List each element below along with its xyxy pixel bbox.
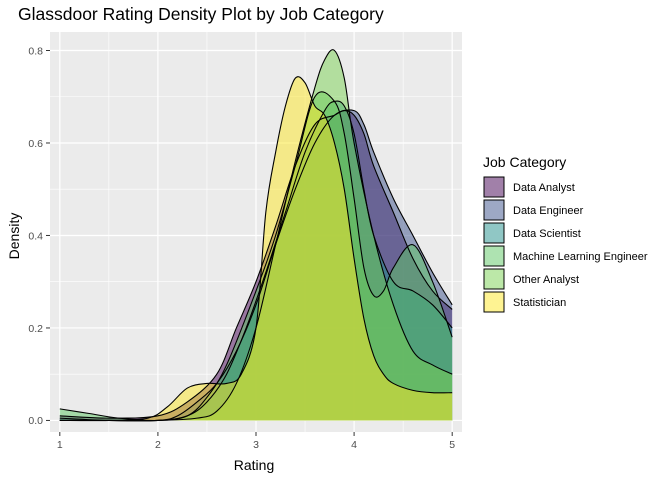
density-line-data-engineer <box>59 109 453 422</box>
x-tick-label: 4 <box>351 439 357 451</box>
legend: Job Category Data Analyst Data Engineer Da… <box>483 154 648 313</box>
y-axis-title: Density <box>6 213 22 260</box>
y-tick-label: 0.6 <box>28 138 43 150</box>
y-tick-label: 0.8 <box>28 45 43 57</box>
legend-swatch-data-analyst <box>483 176 505 198</box>
chart-title: Glassdoor Rating Density Plot by Job Cat… <box>18 4 384 24</box>
density-lines <box>59 49 453 422</box>
density-line-other-analyst <box>59 49 453 422</box>
density-areas <box>59 49 453 421</box>
x-tick-label: 5 <box>449 439 455 451</box>
y-axis: 0.0 0.2 0.4 0.6 0.8 <box>28 45 50 427</box>
x-tick-label: 3 <box>253 439 259 451</box>
legend-label-statistician: Statistician <box>513 297 566 309</box>
legend-label-machine-learning-engineer: Machine Learning Engineer <box>513 251 648 263</box>
legend-swatch-machine-learning-engineer <box>483 245 505 267</box>
x-axis-title: Rating <box>234 457 274 473</box>
legend-swatch-statistician <box>483 291 505 313</box>
y-tick-label: 0.4 <box>28 230 43 242</box>
legend-label-data-analyst: Data Analyst <box>513 182 575 194</box>
density-line-data-analyst <box>59 110 453 419</box>
x-axis: 1 2 3 4 5 <box>57 432 455 451</box>
density-line-statistician <box>59 76 453 422</box>
legend-label-data-scientist: Data Scientist <box>513 228 581 240</box>
legend-label-other-analyst: Other Analyst <box>513 274 579 286</box>
x-tick-label: 2 <box>155 439 161 451</box>
y-tick-label: 0.0 <box>28 415 43 427</box>
legend-title: Job Category <box>483 154 566 170</box>
legend-swatch-data-scientist <box>483 222 505 244</box>
legend-label-data-engineer: Data Engineer <box>513 205 584 217</box>
legend-swatch-data-engineer <box>483 199 505 221</box>
legend-swatch-other-analyst <box>483 268 505 290</box>
density-area-statistician <box>59 76 453 421</box>
y-tick-label: 0.2 <box>28 323 43 335</box>
x-tick-label: 1 <box>57 439 63 451</box>
